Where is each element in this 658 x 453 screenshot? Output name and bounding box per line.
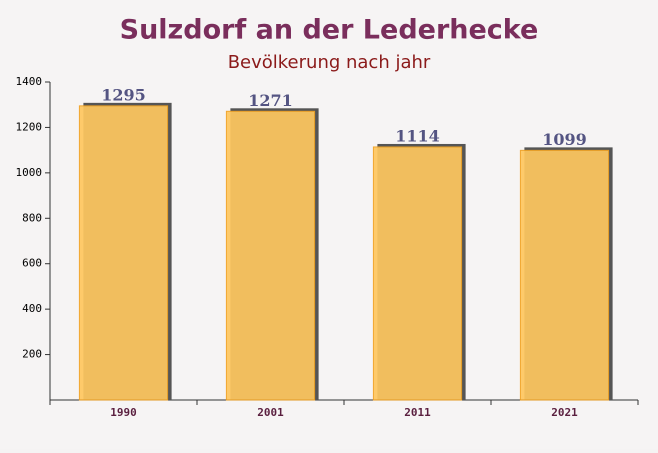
bar xyxy=(372,146,463,401)
x-tick-label: 1990 xyxy=(110,406,137,419)
y-tick-label: 600 xyxy=(22,257,42,270)
x-tick-label: 2001 xyxy=(257,406,284,419)
data-label: 1099 xyxy=(542,130,587,149)
data-label: 1114 xyxy=(395,126,440,145)
y-tick-label: 200 xyxy=(22,348,42,361)
bar xyxy=(78,105,169,401)
data-label: 1295 xyxy=(101,85,146,104)
y-tick-label: 1000 xyxy=(16,166,43,179)
y-tick-label: 1400 xyxy=(16,75,43,88)
y-tick-label: 800 xyxy=(22,211,42,224)
y-tick-label: 1200 xyxy=(16,120,43,133)
chart-title: Sulzdorf an der Lederhecke xyxy=(120,15,539,46)
bar xyxy=(225,110,316,401)
bar xyxy=(519,149,610,401)
data-label: 1271 xyxy=(248,91,293,110)
x-tick-label: 2021 xyxy=(551,406,578,419)
x-tick-label: 2011 xyxy=(404,406,431,419)
y-tick-label: 400 xyxy=(22,302,42,315)
chart-subtitle: Bevölkerung nach jahr xyxy=(228,52,431,73)
